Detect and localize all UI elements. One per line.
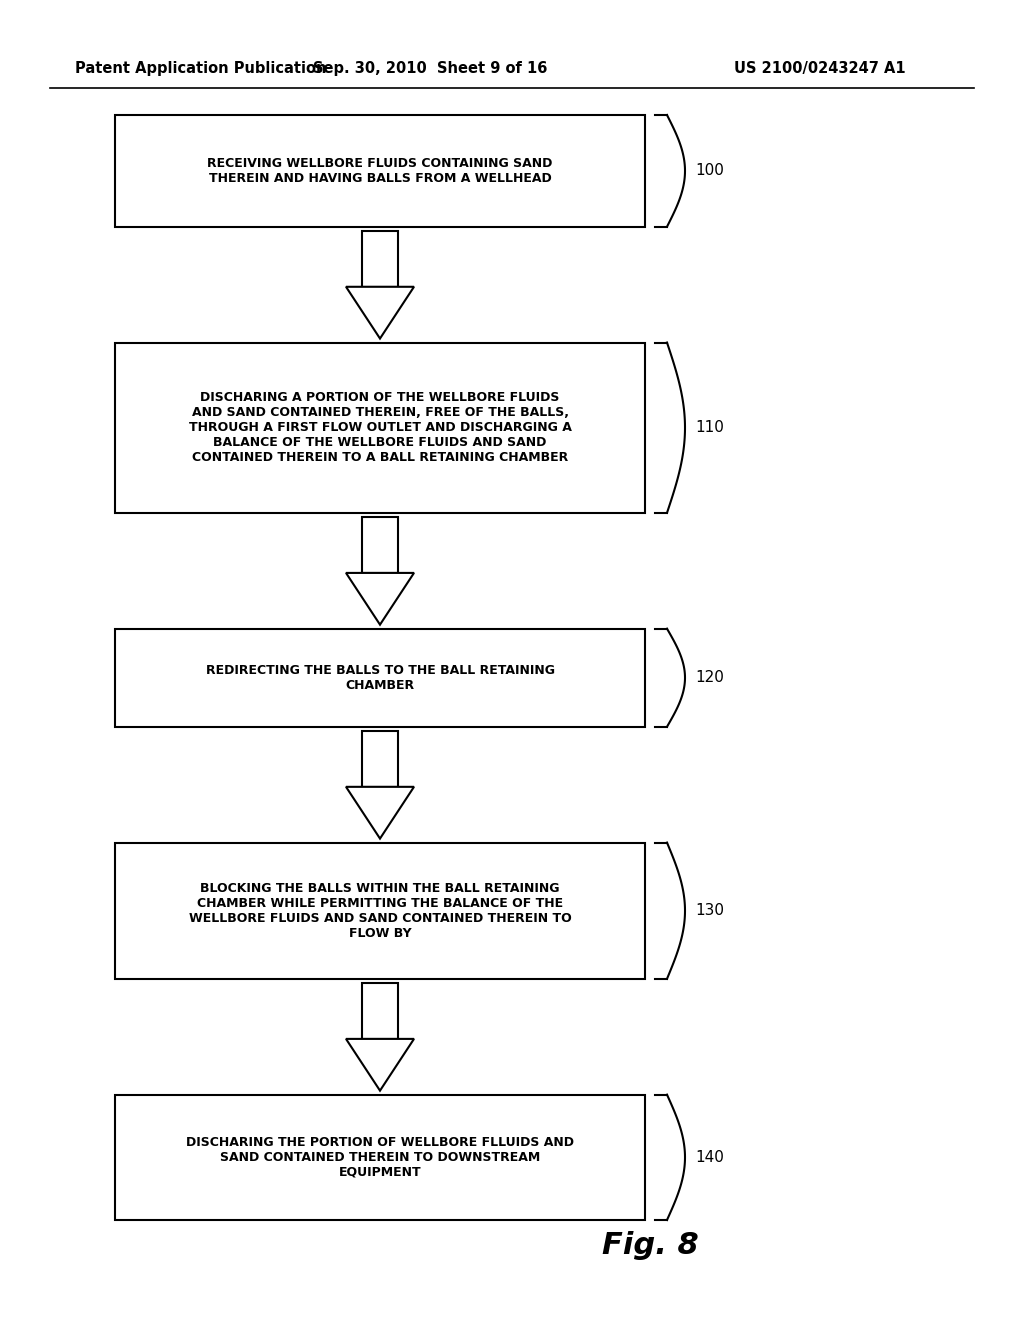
Polygon shape <box>346 1039 414 1090</box>
FancyBboxPatch shape <box>115 842 645 979</box>
FancyBboxPatch shape <box>115 115 645 227</box>
Text: REDIRECTING THE BALLS TO THE BALL RETAINING
CHAMBER: REDIRECTING THE BALLS TO THE BALL RETAIN… <box>206 664 555 692</box>
Text: Sep. 30, 2010  Sheet 9 of 16: Sep. 30, 2010 Sheet 9 of 16 <box>312 61 547 75</box>
Polygon shape <box>346 787 414 838</box>
Text: 110: 110 <box>695 420 724 436</box>
Text: Fig. 8: Fig. 8 <box>602 1230 698 1259</box>
Text: 100: 100 <box>695 164 724 178</box>
Polygon shape <box>346 573 414 624</box>
Text: Patent Application Publication: Patent Application Publication <box>75 61 327 75</box>
Text: US 2100/0243247 A1: US 2100/0243247 A1 <box>734 61 906 75</box>
Text: 120: 120 <box>695 671 724 685</box>
Text: DISCHARING THE PORTION OF WELLBORE FLLUIDS AND
SAND CONTAINED THEREIN TO DOWNSTR: DISCHARING THE PORTION OF WELLBORE FLLUI… <box>186 1135 574 1179</box>
Text: 140: 140 <box>695 1150 724 1164</box>
Polygon shape <box>362 983 398 1039</box>
Polygon shape <box>362 231 398 286</box>
Text: DISCHARING A PORTION OF THE WELLBORE FLUIDS
AND SAND CONTAINED THEREIN, FREE OF : DISCHARING A PORTION OF THE WELLBORE FLU… <box>188 391 571 465</box>
FancyBboxPatch shape <box>115 1094 645 1220</box>
Text: 130: 130 <box>695 903 724 919</box>
FancyBboxPatch shape <box>115 343 645 513</box>
Polygon shape <box>346 286 414 338</box>
Text: RECEIVING WELLBORE FLUIDS CONTAINING SAND
THEREIN AND HAVING BALLS FROM A WELLHE: RECEIVING WELLBORE FLUIDS CONTAINING SAN… <box>207 157 553 185</box>
Polygon shape <box>362 517 398 573</box>
FancyBboxPatch shape <box>115 628 645 727</box>
Text: BLOCKING THE BALLS WITHIN THE BALL RETAINING
CHAMBER WHILE PERMITTING THE BALANC: BLOCKING THE BALLS WITHIN THE BALL RETAI… <box>188 882 571 940</box>
Polygon shape <box>362 731 398 787</box>
